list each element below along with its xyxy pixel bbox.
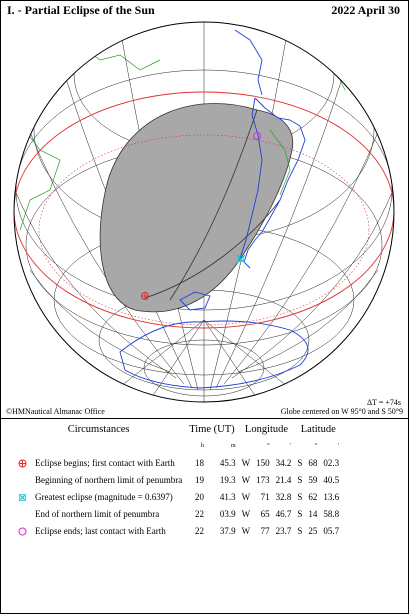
cell-lon-min: 34.2 xyxy=(275,457,292,468)
table-row: Eclipse begins; first contact with Earth… xyxy=(12,454,342,471)
table-header-row: Circumstances Time (UT) Longitude Latitu… xyxy=(12,424,342,437)
cell-lat-dir: S xyxy=(297,508,303,519)
penumbra-region xyxy=(99,103,294,313)
globe-map xyxy=(13,21,395,403)
table-row: Greatest eclipse (magnitude = 0.6397) 20 4… xyxy=(12,488,342,505)
cell-hours: 18 xyxy=(195,457,205,468)
cell-lon-deg: 71 xyxy=(260,491,270,502)
cell-label: Beginning of northern limit of penumbra xyxy=(35,474,183,485)
red-circle-cross-icon xyxy=(12,454,32,471)
latitude-header: Latitude xyxy=(300,424,336,435)
cell-hours: 22 xyxy=(195,525,205,536)
cell-lon-dir: W xyxy=(241,508,251,519)
cell-label: Eclipse begins; first contact with Earth xyxy=(35,457,175,468)
table-row: Eclipse ends; last contact with Earth 22 3… xyxy=(12,522,342,539)
page-title: I. - Partial Eclipse of the Sun xyxy=(7,3,155,17)
empty-symbol xyxy=(12,505,32,522)
cell-minutes: 19.3 xyxy=(219,474,236,485)
cell-lon-deg: 77 xyxy=(260,525,270,536)
cell-label: Greatest eclipse (magnitude = 0.6397) xyxy=(35,491,173,502)
units-row: h m ° ' ° ' xyxy=(12,437,342,454)
unit-lat-min: ' xyxy=(338,442,340,449)
unit-minutes: m xyxy=(230,442,236,449)
circumstances-header: Circumstances xyxy=(67,424,130,435)
eclipse-begins-marker xyxy=(141,292,149,300)
empty-symbol xyxy=(12,471,32,488)
cell-minutes: 03.9 xyxy=(219,508,236,519)
cell-lon-deg: 150 xyxy=(256,457,270,468)
cell-lon-min: 32.8 xyxy=(275,491,292,502)
unit-lon-min: ' xyxy=(290,442,292,449)
cell-lat-dir: S xyxy=(297,491,303,502)
cell-lon-deg: 173 xyxy=(256,474,270,485)
unit-hours: h xyxy=(201,442,205,449)
cell-lat-deg: 68 xyxy=(308,457,318,468)
cell-label: End of northern limit of penumbra xyxy=(35,508,160,519)
delta-t: ΔT = +74s xyxy=(366,398,401,407)
globe-outline xyxy=(13,21,395,403)
cell-minutes: 41.3 xyxy=(219,491,236,502)
cell-lat-min: 13.6 xyxy=(323,491,340,502)
limb-circle xyxy=(14,91,394,329)
cell-lat-min: 40.5 xyxy=(323,474,340,485)
cell-lat-deg: 25 xyxy=(308,525,318,536)
cell-lat-dir: S xyxy=(297,474,303,485)
time-header: Time (UT) xyxy=(189,424,235,435)
cyan-x-icon xyxy=(12,488,32,505)
cell-lon-dir: W xyxy=(241,491,251,502)
cell-lon-min: 21.4 xyxy=(275,474,292,485)
greatest-eclipse-marker xyxy=(236,254,246,264)
cell-lat-min: 05.7 xyxy=(323,525,340,536)
cell-lat-deg: 62 xyxy=(308,491,318,502)
longitude-header: Longitude xyxy=(244,424,289,435)
table-row: Beginning of northern limit of penumbra 1… xyxy=(12,471,342,488)
cell-lon-deg: 65 xyxy=(260,508,270,519)
eclipse-date: 2022 April 30 xyxy=(331,3,400,17)
cell-lat-dir: S xyxy=(297,525,303,536)
cell-minutes: 45.3 xyxy=(219,457,236,468)
globe-center-label: Globe centered on W 95°0 and S 50°9 xyxy=(280,407,403,416)
cell-lat-min: 02.3 xyxy=(323,457,340,468)
cell-hours: 19 xyxy=(195,474,205,485)
unit-lon-deg: ° xyxy=(267,442,270,449)
cell-lon-dir: W xyxy=(241,474,251,485)
cell-lon-min: 46.7 xyxy=(275,508,292,519)
cell-lon-dir: W xyxy=(241,525,251,536)
cell-lat-min: 58.8 xyxy=(323,508,340,519)
table-row: End of northern limit of penumbra 22 03.9 W… xyxy=(12,505,342,522)
unit-lat-deg: ° xyxy=(315,442,318,449)
cell-hours: 20 xyxy=(195,491,205,502)
cell-minutes: 37.9 xyxy=(219,525,236,536)
cell-lat-deg: 14 xyxy=(308,508,318,519)
circumstances-table: Circumstances Time (UT) Longitude Latitu… xyxy=(12,424,342,539)
credit-label: ©HMNautical Almanac Office xyxy=(6,407,105,416)
cell-lat-dir: S xyxy=(297,457,303,468)
cell-label: Eclipse ends; last contact with Earth xyxy=(35,525,166,536)
cell-lon-dir: W xyxy=(241,457,251,468)
cell-lat-deg: 59 xyxy=(308,474,318,485)
divider xyxy=(0,418,409,419)
eclipse-ends-marker xyxy=(253,132,261,140)
cell-hours: 22 xyxy=(195,508,205,519)
cell-lon-min: 23.7 xyxy=(275,525,292,536)
limb-circle-dotted xyxy=(38,134,370,326)
magenta-circle-icon xyxy=(12,522,32,539)
